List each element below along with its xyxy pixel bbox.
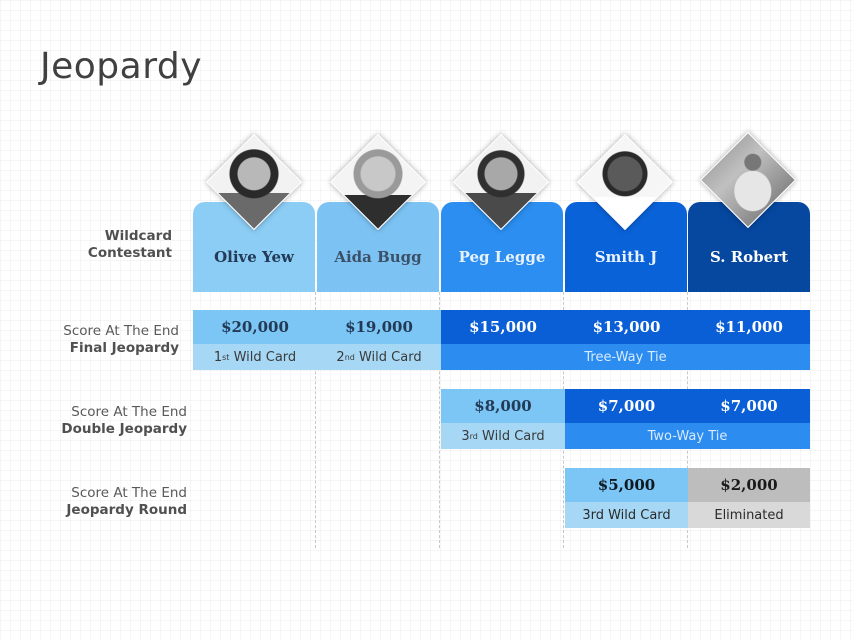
final-tie-note: Tree-Way Tie (441, 344, 810, 370)
round-note-smith-j: 3rd Wild Card (565, 502, 688, 528)
contestant-card-aida-bugg: Aida Bugg (317, 202, 439, 292)
column-divider (439, 292, 440, 548)
double-score-s-robert: $7,000 (688, 389, 810, 423)
column-divider (315, 292, 316, 548)
row-label-wildcard: Wildcard Contestant (87, 228, 172, 261)
row-label-jeopardy-round: Score At The End Jeopardy Round (66, 485, 187, 518)
final-score-peg-legge: $15,000 (441, 310, 565, 344)
round-score-s-robert: $2,000 (688, 468, 810, 502)
round-note-s-robert: Eliminated (688, 502, 810, 528)
double-tie-note: Two-Way Tie (565, 423, 810, 449)
row-label-double-jeopardy: Score At The End Double Jeopardy (61, 404, 187, 437)
double-score-smith-j: $7,000 (565, 389, 688, 423)
row-label-final-jeopardy: Score At The End Final Jeopardy (63, 323, 179, 356)
page-title: Jeopardy (40, 46, 203, 87)
double-score-peg-legge: $8,000 (441, 389, 565, 423)
round-score-smith-j: $5,000 (565, 468, 688, 502)
final-score-aida-bugg: $19,000 (317, 310, 441, 344)
final-score-smith-j: $13,000 (565, 310, 688, 344)
final-score-s-robert: $11,000 (688, 310, 810, 344)
final-score-olive-yew: $20,000 (193, 310, 317, 344)
